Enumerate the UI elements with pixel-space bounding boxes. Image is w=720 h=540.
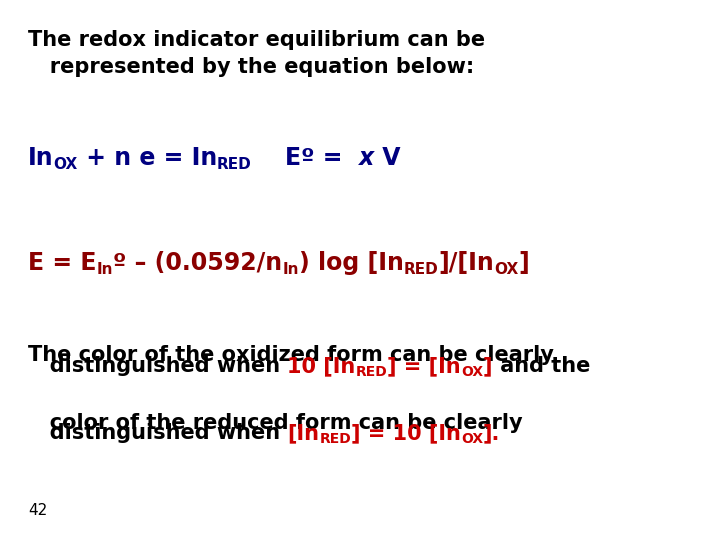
Text: ]: ] bbox=[518, 251, 529, 275]
Text: OX: OX bbox=[53, 157, 78, 172]
Text: OX: OX bbox=[494, 262, 518, 277]
Text: OX: OX bbox=[461, 365, 483, 379]
Text: In: In bbox=[28, 146, 53, 170]
Text: 42: 42 bbox=[28, 503, 48, 518]
Text: RED: RED bbox=[356, 365, 387, 379]
Text: 10 [In: 10 [In bbox=[287, 356, 356, 376]
Text: RED: RED bbox=[217, 157, 252, 172]
Text: x: x bbox=[359, 146, 374, 170]
Text: and the: and the bbox=[492, 356, 590, 376]
Text: Eº =: Eº = bbox=[252, 146, 359, 170]
Text: ].: ]. bbox=[483, 423, 500, 443]
Text: OX: OX bbox=[461, 432, 483, 446]
Text: V: V bbox=[374, 146, 400, 170]
Text: In: In bbox=[96, 262, 113, 277]
Text: In: In bbox=[282, 262, 299, 277]
Text: distinguished when: distinguished when bbox=[28, 356, 287, 376]
Text: E = E: E = E bbox=[28, 251, 96, 275]
Text: ] = 10 [In: ] = 10 [In bbox=[351, 423, 461, 443]
Text: ) log [In: ) log [In bbox=[299, 251, 403, 275]
Text: ] = [In: ] = [In bbox=[387, 356, 461, 376]
Text: distinguished when: distinguished when bbox=[28, 423, 287, 443]
Text: RED: RED bbox=[403, 262, 438, 277]
Text: ]: ] bbox=[483, 356, 492, 376]
Text: ]/[In: ]/[In bbox=[438, 251, 494, 275]
Text: The color of the oxidized form can be clearly: The color of the oxidized form can be cl… bbox=[28, 345, 554, 365]
Text: The redox indicator equilibrium can be
   represented by the equation below:: The redox indicator equilibrium can be r… bbox=[28, 30, 485, 77]
Text: RED: RED bbox=[320, 432, 351, 446]
Text: º – (0.0592/n: º – (0.0592/n bbox=[113, 251, 282, 275]
Text: + n e = In: + n e = In bbox=[78, 146, 217, 170]
Text: [In: [In bbox=[287, 423, 320, 443]
Text: color of the reduced form can be clearly: color of the reduced form can be clearly bbox=[28, 413, 523, 433]
